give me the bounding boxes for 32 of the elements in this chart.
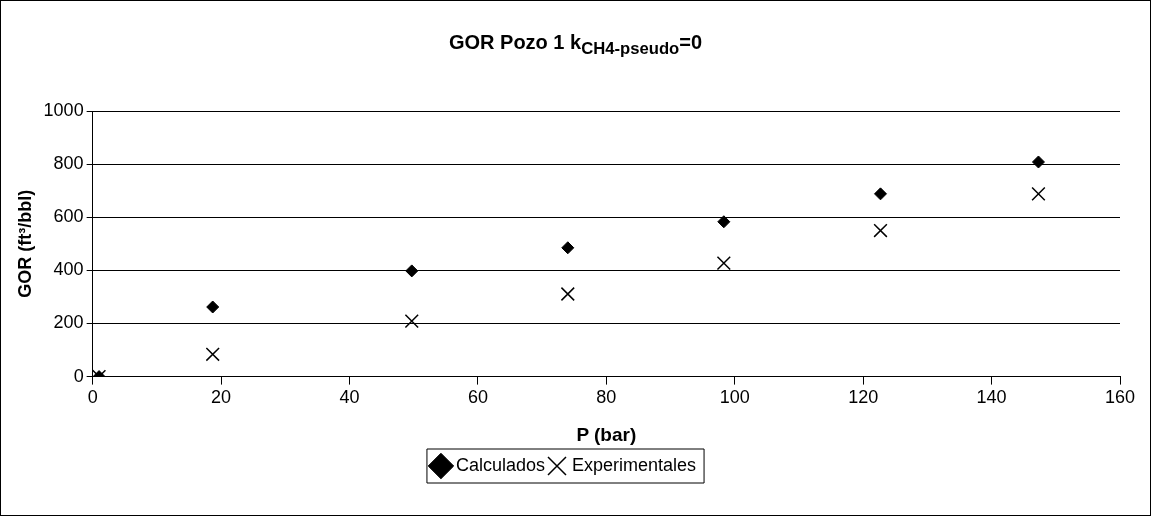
- x-tick-label: 100: [719, 387, 750, 408]
- x-tick-label: 160: [1104, 387, 1136, 408]
- y-axis-title: GOR (ft³/bbl): [14, 189, 35, 298]
- x-axis-title: P (bar): [576, 423, 637, 445]
- point: [560, 286, 575, 302]
- y-tick-label: 1000: [43, 99, 84, 120]
- x-tick-label: 120: [848, 387, 879, 408]
- x-tick-label: 40: [339, 387, 360, 408]
- point: [205, 347, 220, 362]
- y-tick-label: 400: [53, 259, 84, 280]
- x-tick-label: 60: [467, 387, 488, 408]
- x-tick-label: 80: [596, 387, 617, 408]
- point: [1031, 186, 1046, 201]
- y-tick-label: 800: [53, 153, 84, 174]
- point: [405, 264, 419, 278]
- point: [716, 256, 731, 271]
- point: [717, 215, 731, 229]
- legend-label: Experimentales: [572, 454, 697, 475]
- x-tick-label: 140: [976, 387, 1007, 408]
- x-tick-label: 0: [87, 387, 98, 408]
- legend-label: Calculados: [455, 454, 546, 475]
- point: [404, 313, 419, 329]
- point: [206, 300, 220, 314]
- chart-title: GOR Pozo 1 k$_{CH4-pseudo}$=0: [447, 31, 704, 59]
- point: [874, 187, 887, 201]
- x-tick-label: 20: [211, 387, 232, 408]
- y-tick-label: 0: [73, 365, 84, 386]
- y-tick-label: 600: [53, 206, 84, 227]
- point: [873, 223, 888, 238]
- y-tick-label: 200: [53, 312, 84, 333]
- point: [561, 241, 575, 255]
- point: [1031, 155, 1045, 169]
